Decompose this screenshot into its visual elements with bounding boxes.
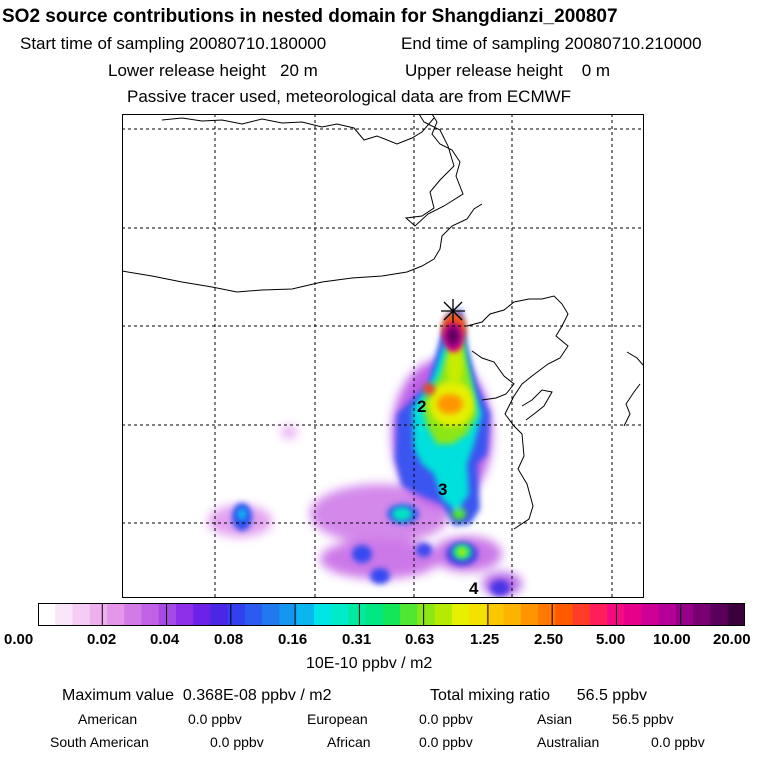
colorbar-cell xyxy=(641,603,660,626)
colorbar-cell xyxy=(227,603,246,626)
colorbar-cell xyxy=(503,603,522,626)
european-value: 0.0 ppbv xyxy=(419,711,473,727)
upper-release-height: Upper release height 0 m xyxy=(405,61,611,80)
region-label-2: 2 xyxy=(417,397,427,416)
sampling-start-time: Start time of sampling 20080710.180000 xyxy=(20,34,327,53)
american-value: 0.0 ppbv xyxy=(188,711,242,727)
colorbar-tick-label: 0.04 xyxy=(150,631,180,648)
colorbar-cell xyxy=(313,603,332,626)
colorbar-cell xyxy=(365,603,384,626)
colorbar-cell xyxy=(727,603,745,626)
colorbar-cell xyxy=(141,603,160,626)
colorbar-cell xyxy=(262,603,281,626)
map-border xyxy=(122,114,644,598)
colorbar-cell xyxy=(572,603,591,626)
colorbar-cell xyxy=(434,603,453,626)
colorbar-cell xyxy=(520,603,539,626)
colorbar-cell xyxy=(486,603,505,626)
tracer-note: Passive tracer used, meteorological data… xyxy=(127,87,572,106)
colorbar-cell xyxy=(538,603,556,626)
colorbar-tick-label: 0.08 xyxy=(214,631,244,648)
station-star-cross-icon xyxy=(441,299,465,323)
region-label-4: 4 xyxy=(469,579,479,598)
concentration-plume xyxy=(208,309,522,596)
colorbar-cell xyxy=(331,603,349,626)
african-label: African xyxy=(327,734,371,750)
colorbar-tick-label: 10.00 xyxy=(653,631,691,648)
colorbar-tick-label: 0.02 xyxy=(87,631,117,648)
colorbar-cell xyxy=(210,603,229,626)
european-label: European xyxy=(307,711,368,727)
colorbar-tick-label: 0.31 xyxy=(342,631,372,648)
american-label: American xyxy=(78,711,138,727)
map-plot xyxy=(122,114,644,598)
colorbar-cell xyxy=(469,603,487,626)
colorbar-cell xyxy=(382,603,401,626)
asian-label: Asian xyxy=(537,711,573,727)
colorbar-cell xyxy=(89,603,108,626)
colorbar-cell xyxy=(400,603,418,626)
colorbar-cell xyxy=(451,603,470,626)
colorbar-cell xyxy=(693,603,712,626)
plot-title: SO2 source contributions in nested domai… xyxy=(2,6,618,27)
colorbar-cell xyxy=(555,603,574,626)
colorbar-cell xyxy=(589,603,608,626)
colorbar-cell xyxy=(55,603,74,626)
colorbar xyxy=(38,603,745,626)
colorbar-tick-label: 0.63 xyxy=(405,631,435,648)
colorbar-cell xyxy=(676,603,694,626)
colorbar-cell xyxy=(106,603,125,626)
colorbar-tick-label: 5.00 xyxy=(596,631,626,648)
region-label-3: 3 xyxy=(438,480,448,499)
colorbar-cell xyxy=(417,603,436,626)
max-value: Maximum value 0.368E-08 ppbv / m2 xyxy=(62,687,332,704)
colorbar-cell xyxy=(279,603,298,626)
african-value: 0.0 ppbv xyxy=(419,734,473,750)
colorbar-cell xyxy=(124,603,143,626)
colorbar-cell xyxy=(158,603,177,626)
colorbar-cell xyxy=(710,603,729,626)
colorbar-cell xyxy=(244,603,263,626)
colorbar-tick-label: 0.16 xyxy=(278,631,308,648)
asian-value: 56.5 ppbv xyxy=(612,711,674,727)
colorbar-cell xyxy=(72,603,91,626)
lat-lon-grid xyxy=(122,114,644,598)
australian-label: Australian xyxy=(537,734,600,750)
colorbar-cell xyxy=(175,603,194,626)
colorbar-tick-label: 1.25 xyxy=(470,631,500,648)
colorbar-cell xyxy=(624,603,643,626)
colorbar-cell xyxy=(348,603,367,626)
australian-value: 0.0 ppbv xyxy=(651,734,705,750)
total-mixing-ratio: Total mixing ratio 56.5 ppbv xyxy=(430,687,647,704)
colorbar-units: 10E-10 ppbv / m2 xyxy=(306,655,433,672)
sampling-end-time: End time of sampling 20080710.210000 xyxy=(401,34,702,53)
lower-release-height: Lower release height 20 m xyxy=(108,61,318,80)
colorbar-tick-label: 0.00 xyxy=(4,631,34,648)
colorbar-cell xyxy=(38,603,56,626)
colorbar-cell xyxy=(658,603,677,626)
south-american-value: 0.0 ppbv xyxy=(210,734,264,750)
south-american-label: South American xyxy=(50,734,149,750)
colorbar-cell xyxy=(296,603,315,626)
colorbar-cell xyxy=(193,603,212,626)
colorbar-tick-label: 2.50 xyxy=(534,631,564,648)
colorbar-tick-label: 20.00 xyxy=(713,631,751,648)
